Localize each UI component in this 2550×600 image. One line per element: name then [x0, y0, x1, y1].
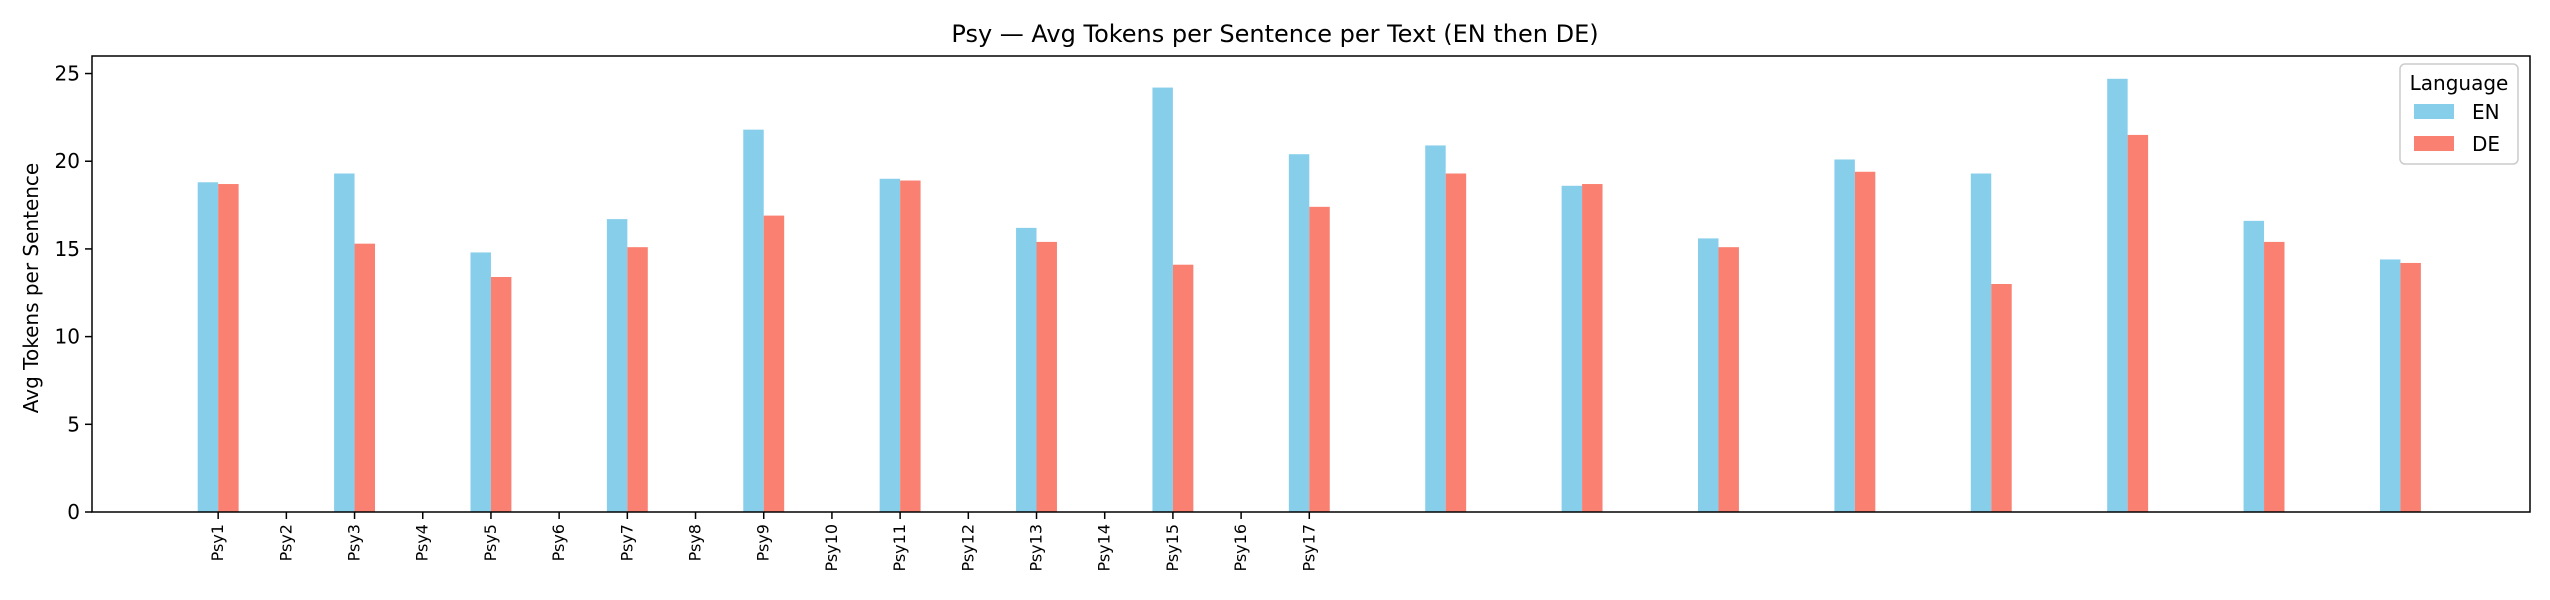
bar-en-5 [743, 129, 764, 512]
bar-en-11 [1561, 185, 1583, 513]
x-tick-label: Psy5 [481, 524, 500, 561]
y-tick-label: 15 [55, 237, 80, 261]
y-axis-label: Avg Tokens per Sentence [19, 163, 43, 413]
y-tick-label: 25 [55, 62, 80, 86]
bar-en-14 [1970, 173, 1992, 512]
legend-label-de: DE [2472, 132, 2500, 156]
legend-swatch-en [2414, 104, 2454, 119]
y-tick-label: 5 [67, 412, 80, 436]
x-tick-label: Psy1 [208, 524, 227, 561]
plot-area: 0 5 10 15 20 25 Psy1 Psy2 Psy3 Psy4 Psy5 Psy6 Psy7 Ps… [55, 62, 2421, 572]
x-tick-label: Psy2 [276, 524, 295, 561]
bar-de-6 [900, 180, 921, 512]
x-tick-label: Psy8 [686, 524, 705, 561]
x-tick-label: Psy13 [1027, 524, 1046, 572]
x-tick-label: Psy14 [1095, 524, 1114, 572]
bar-en-6 [879, 178, 901, 512]
x-tick-label: Psy6 [549, 524, 568, 561]
x-tick-label: Psy3 [345, 524, 364, 561]
bar-de-14 [1991, 284, 2012, 512]
bar-en-2 [334, 173, 355, 512]
x-tick-label: Psy12 [958, 524, 977, 572]
bar-en-3 [470, 252, 491, 512]
y-tick-label: 0 [67, 500, 80, 524]
bar-de-10 [1445, 173, 1467, 512]
bar-en-16 [2243, 220, 2265, 512]
bar-de-9 [1309, 206, 1330, 513]
bar-en-8 [1152, 87, 1173, 513]
x-tick-label: Psy10 [822, 524, 841, 572]
bar-en-12 [1698, 238, 1719, 512]
bar-de-15 [2127, 134, 2149, 512]
legend-label-en: EN [2472, 100, 2500, 124]
bar-en-10 [1425, 145, 1446, 512]
bar-de-17 [2400, 262, 2421, 512]
bar-de-1 [218, 184, 239, 512]
bar-en-13 [1834, 159, 1855, 512]
bar-de-3 [490, 276, 512, 512]
bar-en-17 [2379, 259, 2401, 512]
bar-en-15 [2107, 78, 2128, 513]
legend-swatch-de [2414, 136, 2454, 151]
x-tick-label: Psy11 [890, 524, 909, 572]
x-tick-label: Psy16 [1231, 524, 1250, 572]
bar-de-7 [1036, 241, 1057, 512]
bar-de-13 [1854, 171, 1876, 512]
y-tick-label: 10 [55, 325, 80, 349]
plot-frame [91, 55, 2531, 513]
x-tick-label: Psy4 [413, 524, 432, 561]
bar-en-4 [606, 219, 628, 512]
bar-en-9 [1288, 154, 1310, 512]
bar-de-5 [763, 215, 785, 512]
chart-title: Psy — Avg Tokens per Sentence per Text (… [951, 20, 1598, 48]
bar-de-12 [1718, 247, 1739, 512]
bar-de-8 [1172, 264, 1194, 512]
bar-de-4 [627, 247, 648, 512]
legend: Language EN DE [2399, 63, 2519, 165]
bar-de-2 [354, 243, 376, 512]
bar-en-7 [1016, 227, 1037, 512]
y-tick-label: 20 [55, 149, 80, 173]
bar-de-16 [2264, 241, 2285, 512]
x-tick-label: Psy15 [1163, 524, 1182, 572]
x-tick-label: Psy9 [754, 524, 773, 561]
bar-en-1 [197, 182, 219, 512]
x-tick-label: Psy7 [617, 524, 636, 561]
legend-title: Language [2410, 71, 2509, 95]
x-tick-label: Psy17 [1299, 524, 1318, 572]
bar-de-11 [1582, 184, 1603, 512]
